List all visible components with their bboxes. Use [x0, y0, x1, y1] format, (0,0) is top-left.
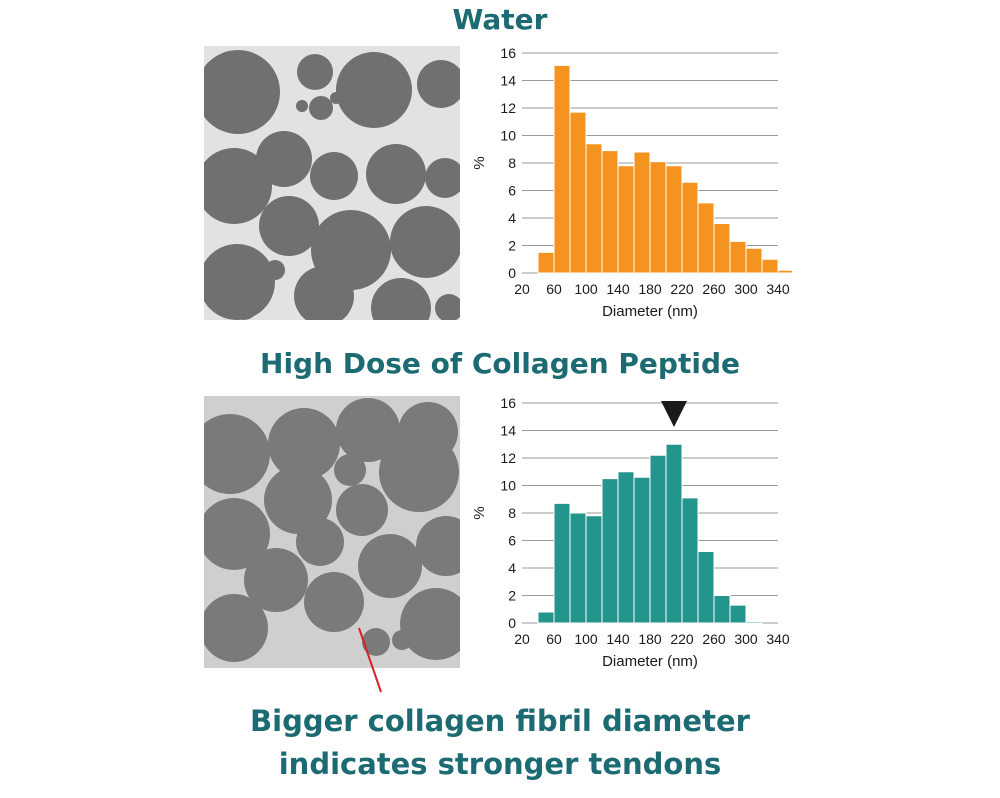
high-dose-bar [617, 471, 635, 624]
high-dose-bar [569, 512, 587, 624]
high-dose-bar [681, 497, 699, 624]
water-bar [633, 151, 651, 274]
water-ytick-label: 16 [500, 45, 516, 61]
water-bar [713, 223, 731, 274]
water-bar [537, 251, 555, 274]
water-ytick-label: 0 [508, 265, 516, 281]
water-xtick-label: 20 [514, 281, 530, 297]
water-bar [569, 111, 587, 274]
high-dose-x-axis-title: Diameter (nm) [602, 653, 698, 670]
water-bar [665, 165, 683, 274]
high-dose-bar [601, 478, 619, 624]
high-dose-bar [585, 515, 603, 624]
caption-line-2: indicates stronger tendons [278, 747, 722, 781]
high-dose-peak-marker-icon [661, 401, 687, 427]
water-xtick-label: 100 [574, 281, 598, 297]
water-bar [553, 64, 571, 274]
high-dose-xtick-label: 60 [546, 631, 562, 647]
high-dose-y-axis-title: % [471, 506, 488, 519]
high-dose-bar [553, 502, 571, 624]
water-ytick-label: 8 [508, 155, 516, 171]
high-dose-ytick-label: 14 [500, 423, 516, 439]
water-bar [729, 240, 747, 274]
water-bar [649, 161, 667, 274]
high-dose-ytick-label: 6 [508, 533, 516, 549]
high-dose-ytick-label: 2 [508, 588, 516, 604]
water-ytick-label: 6 [508, 183, 516, 199]
high-dose-ytick-label: 4 [508, 560, 516, 576]
water-y-axis-title: % [471, 156, 488, 169]
high-dose-bar [697, 551, 715, 624]
water-title: Water [452, 3, 548, 36]
caption: Bigger collagen fibril diameter indicate… [0, 700, 1000, 786]
high-dose-bar [745, 621, 763, 624]
water-ytick-label: 14 [500, 73, 516, 89]
water-micrograph [204, 46, 460, 320]
water-bar [601, 150, 619, 274]
water-bar [681, 181, 699, 274]
water-x-axis-title: Diameter (nm) [602, 303, 698, 320]
water-ytick-label: 4 [508, 210, 516, 226]
high-dose-xtick-label: 340 [766, 631, 790, 647]
high-dose-xtick-label: 300 [734, 631, 758, 647]
high-dose-ytick-label: 16 [500, 395, 516, 411]
high-dose-xtick-label: 140 [606, 631, 630, 647]
high-dose-bar [665, 443, 683, 624]
high-dose-ytick-label: 12 [500, 450, 516, 466]
high-dose-bar [713, 595, 731, 624]
water-bar [777, 269, 792, 274]
water-ytick-label: 2 [508, 238, 516, 254]
water-bar [761, 258, 779, 274]
high-dose-ytick-label: 0 [508, 615, 516, 631]
water-xtick-label: 140 [606, 281, 630, 297]
high-dose-micrograph [204, 396, 460, 668]
caption-line-1: Bigger collagen fibril diameter [250, 704, 750, 738]
water-xtick-label: 220 [670, 281, 694, 297]
high-dose-bar [649, 454, 667, 624]
high-dose-bar [633, 476, 651, 624]
high-dose-bar [729, 604, 747, 624]
water-xtick-label: 300 [734, 281, 758, 297]
high-dose-xtick-label: 260 [702, 631, 726, 647]
high-dose-bar [537, 611, 555, 624]
high-dose-xtick-label: 180 [638, 631, 662, 647]
water-xtick-label: 180 [638, 281, 662, 297]
water-bar [585, 143, 603, 274]
water-bar [697, 202, 715, 274]
high-dose-xtick-label: 100 [574, 631, 598, 647]
water-ytick-label: 12 [500, 100, 516, 116]
high-dose-xtick-label: 20 [514, 631, 530, 647]
water-bar [617, 165, 635, 274]
high-dose-ytick-label: 10 [500, 478, 516, 494]
water-ytick-label: 10 [500, 128, 516, 144]
water-histogram: 0 2 4 6 8 10 12 14 16 20 60 100 140 180 220 260 300 340 Di… [471, 45, 792, 320]
high-dose-xtick-label: 220 [670, 631, 694, 647]
high-dose-histogram: 0 2 4 6 8 10 12 14 16 20 60 100 140 180 220 260 300 340 Di… [471, 395, 790, 670]
water-bar [745, 247, 763, 274]
water-xtick-label: 60 [546, 281, 562, 297]
water-xtick-label: 340 [766, 281, 790, 297]
water-xtick-label: 260 [702, 281, 726, 297]
high-dose-ytick-label: 8 [508, 505, 516, 521]
high-dose-title: High Dose of Collagen Peptide [260, 347, 740, 380]
